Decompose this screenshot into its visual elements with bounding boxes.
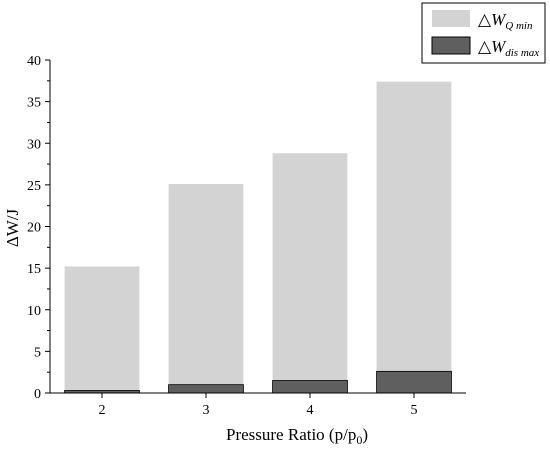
bar-dis-max-4 <box>272 380 348 394</box>
x-ticks: 2 3 4 5 <box>99 393 418 418</box>
bar-dis-max-3 <box>168 384 244 394</box>
x-tick-label: 5 <box>411 403 418 418</box>
y-tick-label: 0 <box>34 387 41 402</box>
legend-swatch-q-min <box>432 10 470 27</box>
y-ticks: 0 5 10 15 20 25 30 35 40 <box>27 54 50 402</box>
legend-label-dis-max: △Wdis max <box>478 37 539 59</box>
bar-q-min-5 <box>376 81 452 394</box>
x-axis-title: Pressure Ratio (p/p0) <box>226 425 368 447</box>
y-tick-label: 40 <box>27 54 41 69</box>
bar-dis-max-5 <box>376 370 452 394</box>
bar-q-min-4 <box>272 153 348 393</box>
x-tick-label: 3 <box>203 403 210 418</box>
y-tick-label: 10 <box>27 304 41 319</box>
y-tick-label: 30 <box>27 137 41 152</box>
y-tick-label: 35 <box>27 96 41 111</box>
legend: △WQ min △Wdis max <box>421 2 546 64</box>
bars-layer <box>64 81 452 394</box>
legend-swatch-dis-max <box>431 36 471 55</box>
legend-label-q-min: △WQ min <box>478 10 533 32</box>
y-tick-label: 25 <box>27 179 41 194</box>
bar-q-min-2 <box>64 266 140 393</box>
y-tick-label: 5 <box>34 345 41 360</box>
y-axis-title: ΔW/J <box>3 208 22 247</box>
x-tick-label: 4 <box>307 403 314 418</box>
y-tick-label: 20 <box>27 221 41 236</box>
y-tick-label: 15 <box>27 262 41 277</box>
x-tick-label: 2 <box>99 403 106 418</box>
bar-q-min-3 <box>168 184 244 393</box>
